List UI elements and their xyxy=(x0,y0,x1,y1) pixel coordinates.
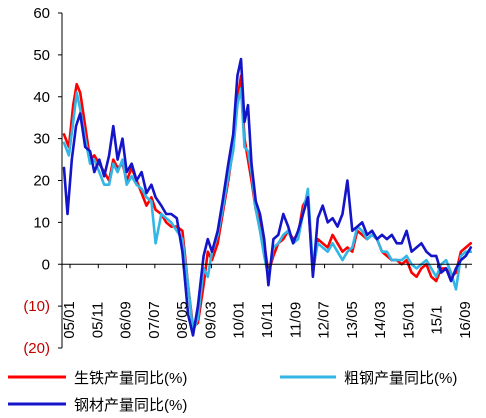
legend-label-1: 粗钢产量同比(%) xyxy=(344,370,457,387)
legend-label-2: 钢材产量同比(%) xyxy=(74,397,187,414)
y-tick-label: 30 xyxy=(33,131,50,148)
y-tick-label: 50 xyxy=(33,47,50,64)
x-tick-label: 15/1 xyxy=(429,305,446,334)
x-tick-label: 15/01 xyxy=(400,301,417,339)
x-tick-label: 10/01 xyxy=(231,301,248,339)
x-tick-label: 07/07 xyxy=(146,301,163,339)
series-line-2 xyxy=(62,57,473,337)
x-tick-label: 11/09 xyxy=(287,302,304,338)
plot-area xyxy=(62,57,473,337)
y-tick-label: (20) xyxy=(23,340,50,357)
series-line-1 xyxy=(62,87,473,333)
y-tick-label: (10) xyxy=(23,298,50,315)
x-tick-label: 05/01 xyxy=(61,301,78,339)
y-tick-label: 20 xyxy=(33,173,50,190)
x-tick-label: 10/11 xyxy=(259,302,276,338)
y-tick-label: 40 xyxy=(33,89,50,106)
legend-label-0: 生铁产量同比(%) xyxy=(74,370,187,387)
y-tick-label: 0 xyxy=(42,256,50,273)
x-tick-label: 09/03 xyxy=(202,301,219,339)
x-tick-label: 12/07 xyxy=(316,301,333,339)
x-tick-label: 08/05 xyxy=(174,301,191,339)
series-line-0 xyxy=(62,74,473,329)
legend: 生铁产量同比(%) 粗钢产量同比(%) 钢材产量同比(%) xyxy=(8,370,457,414)
y-axis: 60 50 40 30 20 10 0 (10) (20) xyxy=(23,5,63,357)
x-tick-label: 14/03 xyxy=(372,301,389,339)
x-axis: 05/01 05/11 06/09 07/07 08/05 09/03 10/01 10/11… xyxy=(61,263,474,339)
x-tick-label: 16/09 xyxy=(457,301,474,339)
y-tick-label: 60 xyxy=(33,5,50,22)
y-tick-label: 10 xyxy=(33,214,50,231)
x-tick-label: 05/11 xyxy=(89,302,106,338)
x-tick-label: 06/09 xyxy=(118,301,135,339)
x-tick-label: 13/05 xyxy=(344,301,361,339)
